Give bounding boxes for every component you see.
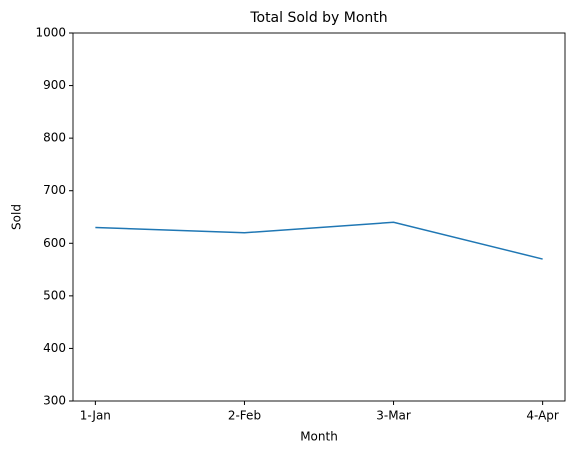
y-tick-label: 400	[43, 341, 66, 355]
x-tick-label: 1-Jan	[80, 409, 111, 423]
y-tick-label: 500	[43, 288, 66, 302]
y-tick-label: 700	[43, 183, 66, 197]
x-tick-label: 4-Apr	[526, 409, 559, 423]
y-tick-label: 300	[43, 394, 66, 408]
x-tick-label: 2-Feb	[228, 409, 261, 423]
x-tick-label: 3-Mar	[376, 409, 411, 423]
y-axis-label: Sold	[10, 204, 24, 230]
y-tick-label: 900	[43, 78, 66, 92]
data-line	[95, 221, 543, 260]
x-axis-label: Month	[300, 430, 338, 444]
plot-frame	[72, 32, 566, 402]
y-tick-label: 1000	[35, 26, 66, 40]
y-tick-label: 600	[43, 236, 66, 250]
chart-title: Total Sold by Month	[249, 10, 387, 26]
y-tick-label: 800	[43, 131, 66, 145]
